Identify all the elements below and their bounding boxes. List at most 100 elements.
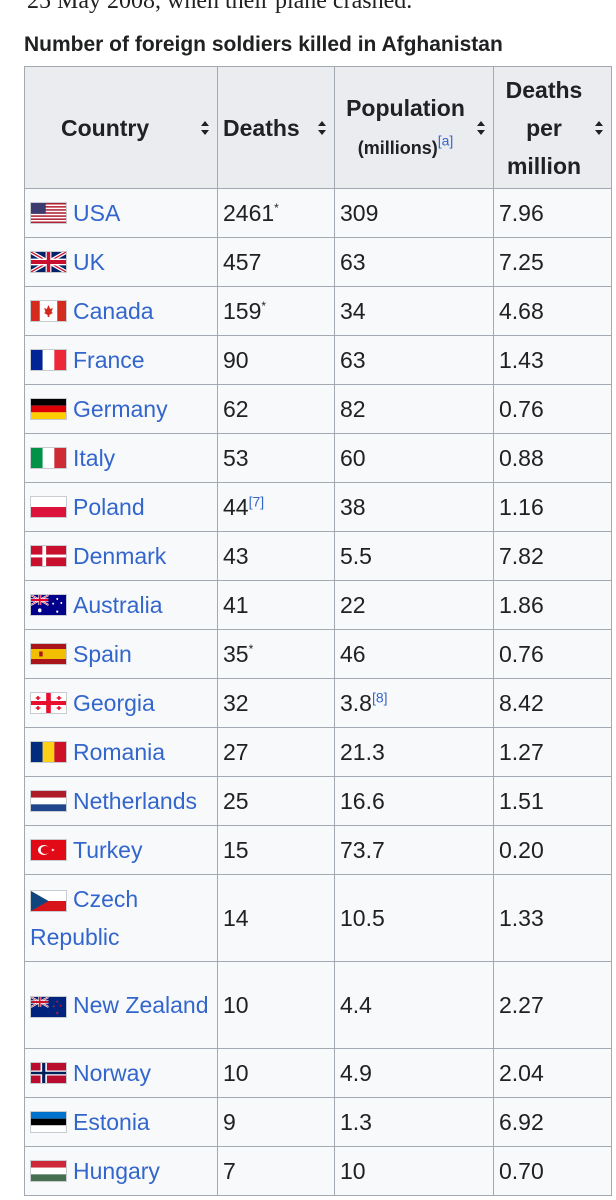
romania-flag-icon [30, 741, 67, 763]
deaths-cell: 10 [217, 961, 335, 1049]
population-column-header[interactable]: Population (millions)[a] [334, 66, 494, 189]
population-cell: 63 [334, 237, 494, 287]
table-row: USA 2461* 309 7.96 [24, 188, 612, 238]
deaths-note-link[interactable]: * [274, 201, 279, 216]
deaths-per-million-cell: 8.42 [493, 678, 612, 728]
country-link[interactable]: Turkey [73, 837, 143, 863]
dpm-header-line1: Deaths [505, 76, 583, 103]
country-link[interactable]: UK [73, 249, 105, 275]
population-ref-link[interactable]: [a] [437, 131, 454, 148]
canada-flag-icon [30, 300, 67, 322]
poland-flag-icon [30, 496, 67, 518]
country-cell: New Zealand [24, 961, 218, 1049]
deaths-value: 9 [223, 1109, 236, 1135]
table-row: Estonia 9 1.3 6.92 [24, 1097, 612, 1147]
table-row: Hungary 7 10 0.70 [24, 1146, 612, 1196]
deaths-value: 43 [223, 543, 249, 569]
country-link[interactable]: Australia [73, 592, 163, 618]
population-cell: 4.9 [334, 1048, 494, 1098]
country-link[interactable]: Canada [73, 298, 154, 324]
population-cell: 4.4 [334, 961, 494, 1049]
country-link[interactable]: Netherlands [73, 788, 198, 814]
deaths-per-million-value: 0.70 [499, 1158, 544, 1184]
population-value: 309 [340, 200, 379, 226]
deaths-value: 35 [223, 641, 249, 667]
deaths-value: 44 [223, 494, 249, 520]
table-row: Georgia 32 3.8[8] 8.42 [24, 678, 612, 728]
deaths-cell: 2461* [217, 188, 335, 238]
netherlands-flag-icon [30, 790, 67, 812]
table-row: Netherlands 25 16.6 1.51 [24, 776, 612, 826]
sort-icon[interactable] [317, 120, 327, 136]
australia-flag-icon [30, 594, 67, 616]
deaths-per-million-value: 7.25 [499, 249, 544, 275]
table-caption: Number of foreign soldiers killed in Afg… [24, 33, 503, 56]
sort-icon[interactable] [200, 120, 210, 136]
country-link[interactable]: Poland [73, 494, 145, 520]
population-value: 1.3 [340, 1109, 372, 1135]
deaths-per-million-value: 2.27 [499, 992, 544, 1018]
country-cell: Norway [24, 1048, 218, 1098]
country-link[interactable]: USA [73, 200, 121, 226]
deaths-per-million-value: 1.33 [499, 905, 544, 931]
country-cell: Czech Republic [24, 874, 218, 962]
country-cell: Denmark [24, 531, 218, 581]
country-link[interactable]: Norway [73, 1060, 151, 1086]
deaths-per-million-value: 1.43 [499, 347, 544, 373]
deaths-value: 15 [223, 837, 249, 863]
population-ref-link[interactable]: [8] [371, 689, 388, 706]
sort-icon[interactable] [476, 120, 486, 136]
deaths-value: 14 [223, 905, 249, 931]
dpm-header-line2: per [526, 114, 562, 141]
country-cell: UK [24, 237, 218, 287]
country-link[interactable]: Denmark [73, 543, 167, 569]
table-row: Norway 10 4.9 2.04 [24, 1048, 612, 1098]
country-link[interactable]: Czech Republic [30, 886, 139, 950]
uk-flag-icon [30, 251, 67, 273]
sort-icon[interactable] [594, 120, 604, 136]
country-link[interactable]: Germany [73, 396, 168, 422]
country-column-header[interactable]: Country [24, 66, 218, 189]
country-link[interactable]: France [73, 347, 145, 373]
deaths-header-label: Deaths [223, 114, 300, 141]
population-cell: 60 [334, 433, 494, 483]
deaths-note-link[interactable]: * [248, 642, 254, 657]
table-row: Turkey 15 73.7 0.20 [24, 825, 612, 875]
deaths-cell: 32 [217, 678, 335, 728]
country-link[interactable]: Hungary [73, 1158, 160, 1184]
country-link[interactable]: Italy [73, 445, 116, 471]
population-value: 16.6 [340, 788, 385, 814]
population-cell: 10.5 [334, 874, 494, 962]
deaths-cell: 15 [217, 825, 335, 875]
country-cell: Netherlands [24, 776, 218, 826]
deaths-note-link[interactable]: * [261, 299, 267, 314]
table-header-row: Country Deaths Population (millions)[a] … [24, 66, 612, 189]
country-link[interactable]: Estonia [73, 1109, 150, 1135]
deaths-cell: 9 [217, 1097, 335, 1147]
deaths-per-million-value: 1.16 [499, 494, 544, 520]
country-link[interactable]: Romania [73, 739, 166, 765]
country-link[interactable]: Spain [73, 641, 132, 667]
deaths-column-header[interactable]: Deaths [217, 66, 335, 189]
deaths-value: 10 [223, 992, 249, 1018]
georgia-flag-icon [30, 692, 67, 714]
population-cell: 38 [334, 482, 494, 532]
deaths-per-million-value: 1.51 [499, 788, 544, 814]
deaths-cell: 44[7] [217, 482, 335, 532]
spain-flag-icon [30, 643, 67, 665]
deaths-per-million-value: 1.86 [499, 592, 544, 618]
deaths-per-million-column-header[interactable]: Deaths per million [493, 66, 612, 189]
deaths-per-million-cell: 7.96 [493, 188, 612, 238]
table-row: Poland 44[7] 38 1.16 [24, 482, 612, 532]
population-value: 3.8 [340, 690, 372, 716]
czech-flag-icon [30, 889, 67, 912]
country-cell: Italy [24, 433, 218, 483]
table-row: UK 457 63 7.25 [24, 237, 612, 287]
country-link[interactable]: Georgia [73, 690, 155, 716]
deaths-cell: 43 [217, 531, 335, 581]
norway-flag-icon [30, 1062, 67, 1084]
country-link[interactable]: New Zealand [73, 992, 209, 1018]
deaths-per-million-cell: 1.43 [493, 335, 612, 385]
deaths-per-million-cell: 1.16 [493, 482, 612, 532]
deaths-ref-link[interactable]: [7] [248, 493, 265, 510]
